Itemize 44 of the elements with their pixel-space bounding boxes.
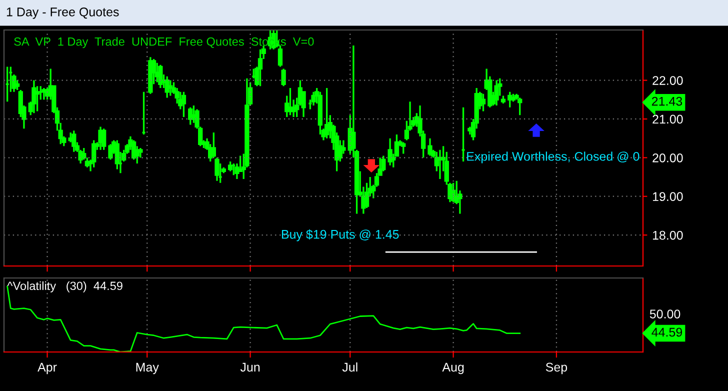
candlestick	[388, 137, 392, 166]
candlestick	[42, 87, 46, 100]
text: 50.00	[650, 310, 680, 318]
candlestick	[211, 132, 216, 159]
candlestick	[72, 130, 76, 153]
annotation: Expired Worthless, Closed @ 0	[467, 152, 640, 164]
candlestick	[258, 48, 263, 87]
candlestick	[428, 137, 432, 157]
candlestick	[438, 149, 442, 180]
y-tick-label: 22.00	[652, 76, 683, 85]
y-tick-label: 18.00	[652, 230, 683, 240]
candlestick	[4, 66, 10, 102]
candlestick	[518, 96, 522, 116]
y-tick-label: 19.00	[652, 192, 683, 202]
candlestick	[228, 160, 233, 172]
candlestick	[288, 87, 293, 116]
text: 44.59	[652, 328, 682, 337]
y-tick-label: 21.00	[652, 114, 683, 124]
candlestick	[141, 91, 146, 136]
chart-title: ^Volatility (30) 44.59	[7, 281, 122, 292]
candlestick	[311, 91, 316, 106]
candlestick	[500, 94, 506, 104]
x-tick-label: Jul	[342, 362, 358, 372]
candlestick	[494, 79, 499, 106]
annotation: Buy $19 Puts @ 1.45	[282, 229, 399, 242]
candlestick	[324, 87, 330, 140]
y-tick-label: 20.00	[652, 153, 683, 162]
text: 21.43	[652, 96, 682, 106]
x-tick-label: Aug	[442, 362, 464, 374]
candlestick	[32, 79, 36, 114]
x-tick-label: Sep	[546, 362, 568, 374]
candlestick	[214, 156, 220, 182]
candlestick	[181, 91, 186, 118]
x-tick-label: May	[136, 362, 159, 374]
candlestick	[460, 106, 466, 162]
candlestick	[480, 93, 486, 112]
candlestick	[281, 68, 286, 87]
candlestick	[401, 141, 406, 155]
candlestick	[508, 91, 512, 108]
x-tick-label: Apr	[38, 362, 57, 374]
candlestick	[168, 79, 173, 97]
x-tick-label: Jun	[240, 362, 260, 372]
chart-title: 1 Day - Free Quotes	[6, 8, 119, 19]
candlestick	[231, 162, 236, 176]
